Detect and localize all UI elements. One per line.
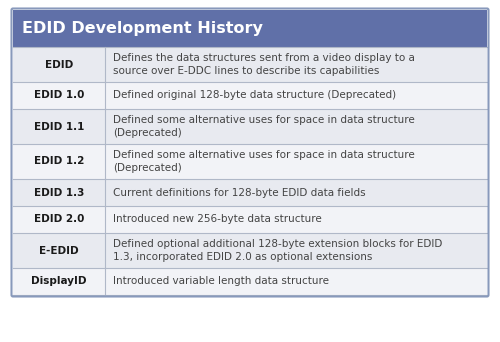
Text: EDID: EDID <box>45 60 74 69</box>
Bar <box>13 144 487 179</box>
Bar <box>13 206 487 233</box>
Bar <box>13 10 487 47</box>
Text: DisplayID: DisplayID <box>32 276 87 287</box>
Bar <box>13 268 487 295</box>
Text: Current definitions for 128-byte EDID data fields: Current definitions for 128-byte EDID da… <box>114 187 366 197</box>
Text: EDID 2.0: EDID 2.0 <box>34 214 84 224</box>
Text: EDID Development History: EDID Development History <box>22 21 263 36</box>
Bar <box>13 109 487 144</box>
Text: EDID 1.3: EDID 1.3 <box>34 187 84 197</box>
Text: Defined original 128-byte data structure (Deprecated): Defined original 128-byte data structure… <box>114 91 397 101</box>
Text: E-EDID: E-EDID <box>40 246 79 255</box>
Bar <box>13 233 487 268</box>
Text: EDID 1.2: EDID 1.2 <box>34 157 84 167</box>
Text: EDID 1.1: EDID 1.1 <box>34 121 84 132</box>
Text: Defines the data structures sent from a video display to a
source over E-DDC lin: Defines the data structures sent from a … <box>114 53 416 76</box>
Bar <box>13 47 487 82</box>
Text: Defined some alternative uses for space in data structure
(Deprecated): Defined some alternative uses for space … <box>114 115 415 138</box>
Text: Defined some alternative uses for space in data structure
(Deprecated): Defined some alternative uses for space … <box>114 150 415 173</box>
Text: Introduced variable length data structure: Introduced variable length data structur… <box>114 276 330 287</box>
Text: Defined optional additional 128-byte extension blocks for EDID
1.3, incorporated: Defined optional additional 128-byte ext… <box>114 239 443 262</box>
Bar <box>13 82 487 109</box>
Text: Introduced new 256-byte data structure: Introduced new 256-byte data structure <box>114 214 322 224</box>
Text: EDID 1.0: EDID 1.0 <box>34 91 84 101</box>
Bar <box>13 179 487 206</box>
